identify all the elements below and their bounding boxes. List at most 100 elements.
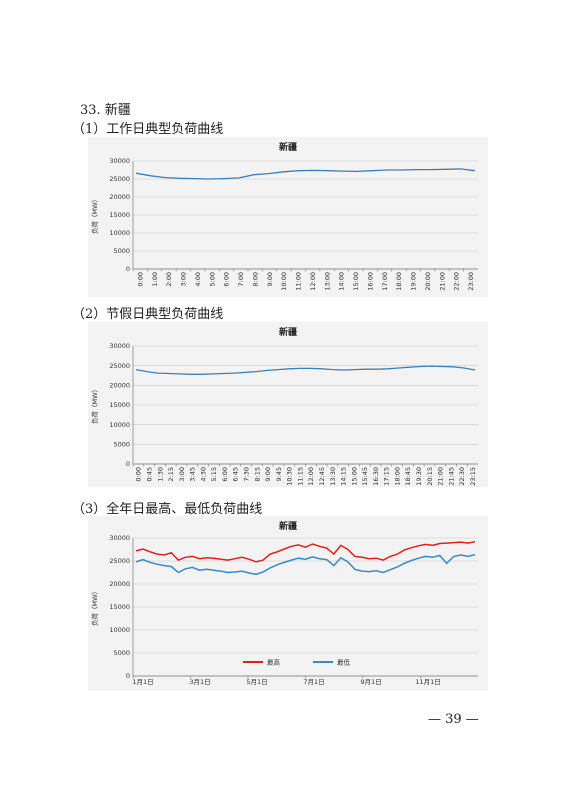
- x-tick-label: 6:45: [232, 467, 240, 482]
- x-tick-label: 5:15: [210, 467, 218, 482]
- x-tick-label: 3:45: [189, 467, 197, 482]
- x-tick-label: 8:15: [253, 467, 261, 482]
- x-tick-label: 11:15: [296, 467, 304, 486]
- subsection-label-holiday: （2）节假日典型负荷曲线: [72, 307, 224, 322]
- x-tick-label: 23:15: [469, 467, 477, 486]
- subsection-label-workday: （1）工作日典型负荷曲线: [72, 122, 224, 137]
- chart-title: 新疆: [278, 143, 297, 153]
- subsection-label-annual: （3）全年日最高、最低负荷曲线: [72, 502, 263, 517]
- chart-holiday: 0 5000 10000 15000 20000 25000 30000 负荷（MW） 0:00…: [90, 342, 478, 486]
- x-tick-label: 16:00: [366, 272, 374, 291]
- x-tick-label: 10:00: [280, 272, 288, 291]
- x-tick-label: 21:45: [447, 467, 455, 486]
- y-tick-label: 15000: [109, 603, 130, 611]
- x-tick-label: 21:00: [438, 272, 446, 291]
- x-tick-label: 3:00: [180, 272, 188, 287]
- x-tick-label: 6:00: [221, 467, 229, 482]
- x-tick-label: 12:45: [318, 467, 326, 486]
- x-tick-label: 0:00: [135, 467, 143, 482]
- x-tick-label: 20:00: [424, 272, 432, 291]
- x-tick-label: 3:00: [178, 467, 186, 482]
- y-tick-label: 10000: [109, 421, 130, 429]
- x-tick-label: 4:00: [194, 272, 202, 287]
- y-axis-label: 负荷（MW）: [90, 196, 99, 234]
- x-tick-label: 9:45: [275, 467, 283, 482]
- y-tick-label: 5000: [113, 441, 130, 449]
- x-tick-label: 9:00: [264, 467, 272, 482]
- y-tick-label: 0: [126, 265, 130, 273]
- chart-title: 新疆: [278, 328, 297, 338]
- y-tick-label: 0: [126, 460, 130, 468]
- y-tick-label: 15000: [109, 401, 130, 409]
- x-tick-label: 6:00: [223, 272, 231, 287]
- section-heading: 33. 新疆: [80, 103, 131, 118]
- y-axis-label: 负荷（MW）: [90, 588, 99, 626]
- y-tick-label: 30000: [109, 157, 130, 165]
- x-tick-label: 19:00: [410, 272, 418, 291]
- chart-annual: 0 5000 10000 15000 20000 25000 30000 负荷（MW） 1月1日…: [90, 534, 478, 686]
- x-tick-label: 1:00: [151, 272, 159, 287]
- x-tick-label: 2:15: [167, 467, 175, 482]
- x-tick-label: 11:00: [295, 272, 303, 291]
- x-tick-label: 22:30: [458, 467, 466, 486]
- x-tick-label: 13:00: [323, 272, 331, 291]
- y-tick-label: 10000: [109, 229, 130, 237]
- legend-label: 最高: [267, 658, 281, 667]
- x-tick-label: 17:15: [383, 467, 391, 486]
- x-tick-label: 3月1日: [189, 678, 210, 686]
- x-tick-label: 9月1日: [360, 678, 381, 686]
- chart-title: 新疆: [278, 522, 297, 532]
- x-tick-label: 12:00: [309, 272, 317, 291]
- x-tick-label: 18:00: [393, 467, 401, 486]
- x-tick-label: 22:00: [453, 272, 461, 291]
- x-tick-label: 11月1日: [415, 678, 440, 686]
- x-tick-label: 12:00: [307, 467, 315, 486]
- x-tick-label: 16:30: [372, 467, 380, 486]
- series-line-0: [135, 540, 476, 563]
- x-tick-label: 8:00: [251, 272, 259, 287]
- x-tick-label: 1:30: [156, 467, 164, 482]
- y-tick-label: 5000: [113, 247, 130, 255]
- x-tick-label: 17:00: [381, 272, 389, 291]
- chart-panel-workday: 新疆 0 5000 10000 15000 20000 25000 30000 负荷（MW） 0…: [88, 137, 488, 297]
- y-tick-label: 10000: [109, 626, 130, 634]
- x-tick-label: 4:30: [199, 467, 207, 482]
- x-tick-label: 18:45: [404, 467, 412, 486]
- x-tick-label: 2:00: [165, 272, 173, 287]
- y-tick-label: 30000: [109, 534, 130, 542]
- x-tick-label: 7:00: [237, 272, 245, 287]
- chart-panel-annual: 新疆 0 5000 10000 15000 20000 25000 30000 负荷（MW） 1…: [88, 516, 488, 691]
- x-tick-label: 14:15: [340, 467, 348, 486]
- x-tick-label: 7月1日: [303, 678, 324, 686]
- y-tick-label: 20000: [109, 193, 130, 201]
- series-line-0: [135, 168, 476, 180]
- y-tick-label: 20000: [109, 382, 130, 390]
- x-tick-label: 0:00: [136, 272, 144, 287]
- series-line-0: [135, 365, 476, 375]
- x-tick-label: 15:45: [361, 467, 369, 486]
- x-tick-label: 9:00: [266, 272, 274, 287]
- x-tick-label: 10:30: [286, 467, 294, 486]
- y-axis-label: 负荷（MW）: [90, 386, 99, 424]
- chart-workday: 0 5000 10000 15000 20000 25000 30000 负荷（MW） 0:00…: [90, 157, 478, 291]
- y-tick-label: 15000: [109, 211, 130, 219]
- y-tick-label: 5000: [113, 649, 130, 657]
- x-tick-label: 5:00: [208, 272, 216, 287]
- x-tick-label: 19:30: [415, 467, 423, 486]
- y-tick-label: 20000: [109, 580, 130, 588]
- x-tick-label: 20:15: [426, 467, 434, 486]
- x-tick-label: 0:45: [145, 467, 153, 482]
- x-tick-label: 18:00: [395, 272, 403, 291]
- y-tick-label: 0: [126, 672, 130, 680]
- y-tick-label: 30000: [109, 342, 130, 350]
- x-tick-label: 13:30: [329, 467, 337, 486]
- x-tick-label: 21:00: [437, 467, 445, 486]
- x-tick-label: 15:00: [350, 467, 358, 486]
- x-tick-label: 23:00: [467, 272, 475, 291]
- x-tick-label: 1月1日: [132, 678, 153, 686]
- x-tick-label: 5月1日: [246, 678, 267, 686]
- x-tick-label: 15:00: [352, 272, 360, 291]
- chart-panel-holiday: 新疆 0 5000 10000 15000 20000 25000 30000 负荷（MW） 0…: [88, 322, 488, 487]
- x-tick-label: 14:00: [338, 272, 346, 291]
- series-line-1: [135, 553, 476, 576]
